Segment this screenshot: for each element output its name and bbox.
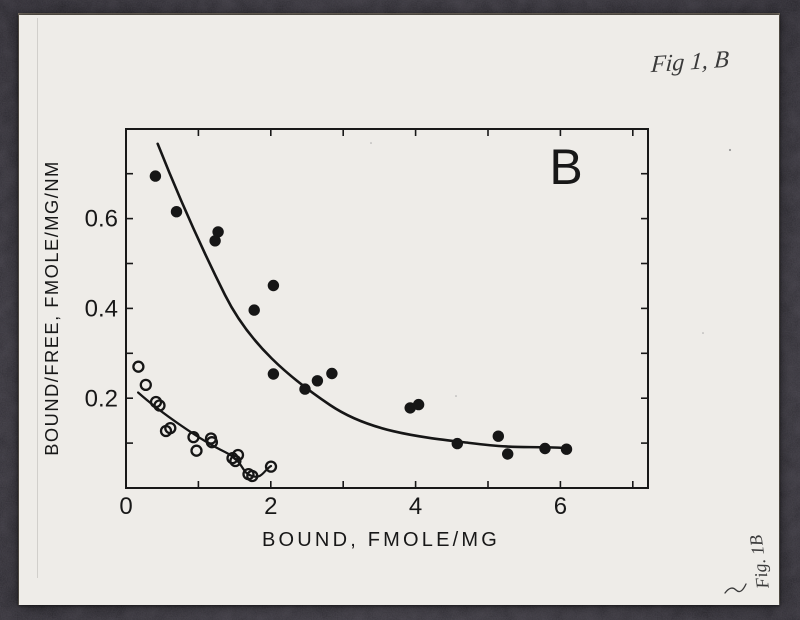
svg-text:0.2: 0.2 [85,386,118,413]
svg-text:0: 0 [119,493,132,520]
svg-text:0.6: 0.6 [85,206,118,233]
svg-text:2: 2 [264,493,277,520]
svg-text:BOUND/FREE, FMOLE/MG/NM: BOUND/FREE, FMOLE/MG/NM [41,160,62,456]
svg-text:B: B [549,139,582,195]
svg-text:6: 6 [554,493,567,520]
svg-text:0.4: 0.4 [85,296,118,323]
svg-text:4: 4 [409,493,422,520]
svg-text:BOUND, FMOLE/MG: BOUND, FMOLE/MG [262,529,500,551]
